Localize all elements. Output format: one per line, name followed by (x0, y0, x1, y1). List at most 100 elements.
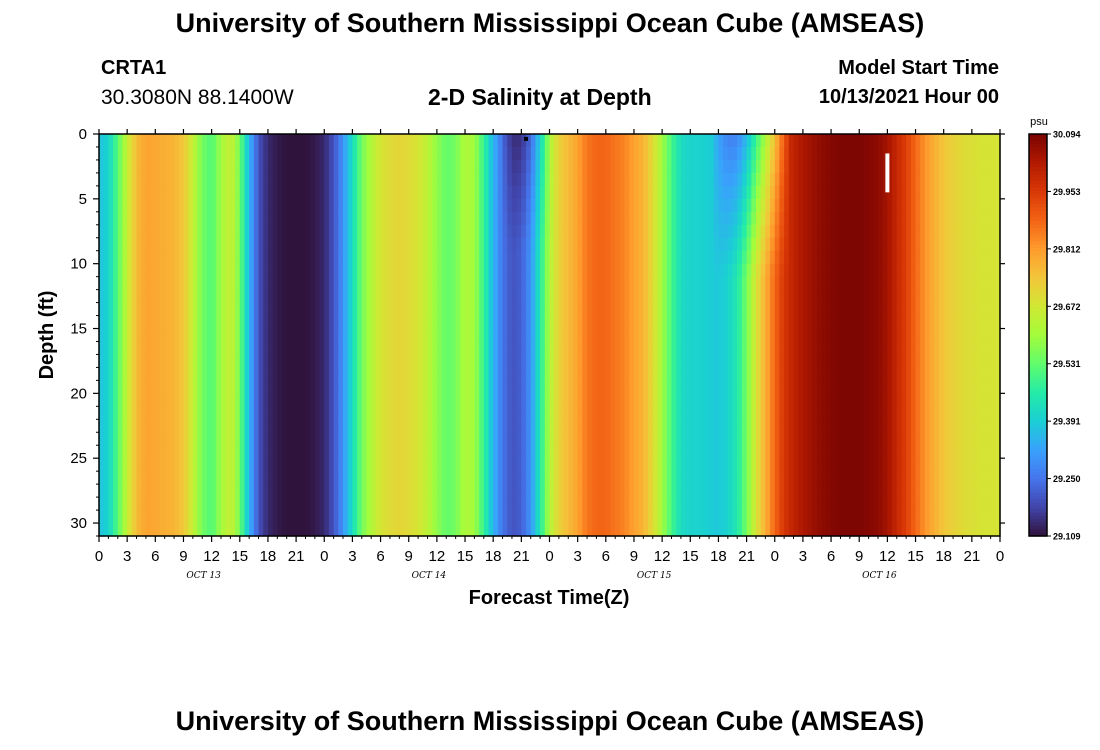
heatmap-cell (507, 445, 513, 459)
heatmap-cell (779, 237, 785, 252)
heatmap-cell (188, 198, 194, 213)
heatmap-cell (150, 302, 156, 317)
heatmap-cell (197, 406, 203, 420)
heatmap-cell (535, 419, 541, 433)
heatmap-cell (418, 367, 424, 381)
heatmap-cell (230, 406, 236, 420)
heatmap-cell (117, 289, 124, 304)
heatmap-cell (793, 315, 799, 330)
heatmap-cell (737, 419, 743, 433)
heatmap-cell (169, 250, 175, 265)
heatmap-cell (554, 134, 560, 148)
heatmap-cell (131, 380, 138, 394)
heatmap-cell (328, 315, 335, 330)
heatmap-cell (633, 367, 640, 381)
heatmap-cell (671, 458, 677, 472)
heatmap-cell (221, 432, 227, 446)
heatmap-cell (718, 211, 724, 226)
heatmap-cell (694, 406, 701, 420)
heatmap-cell (427, 172, 433, 187)
heatmap-cell (404, 471, 410, 485)
heatmap-cell (300, 367, 307, 381)
heatmap-cell (793, 289, 799, 304)
heatmap-cell (164, 315, 170, 330)
heatmap-cell (662, 276, 668, 291)
heatmap-cell (770, 185, 776, 200)
heatmap-cell (840, 341, 846, 356)
heatmap-cell (765, 328, 771, 343)
heatmap-cell (521, 406, 527, 420)
heatmap-cell (244, 328, 250, 343)
heatmap-cell (568, 237, 574, 252)
heatmap-cell (802, 328, 809, 343)
heatmap-cell (666, 484, 673, 498)
heatmap-cell (192, 419, 199, 433)
heatmap-cell (282, 237, 288, 252)
heatmap-cell (807, 497, 813, 511)
heatmap-cell (530, 224, 537, 239)
heatmap-cell (178, 146, 185, 161)
heatmap-cell (136, 458, 142, 472)
heatmap-cell (770, 224, 776, 239)
heatmap-cell (99, 276, 105, 291)
heatmap-cell (178, 159, 185, 174)
heatmap-cell (385, 159, 391, 174)
heatmap-cell (277, 159, 283, 174)
heatmap-cell (422, 276, 429, 291)
heatmap-cell (568, 159, 574, 174)
heatmap-cell (666, 237, 673, 252)
heatmap-cell (746, 315, 752, 330)
heatmap-cell (127, 224, 133, 239)
heatmap-cell (408, 315, 415, 330)
heatmap-cell (235, 419, 241, 433)
heatmap-cell (300, 380, 307, 394)
heatmap-cell (502, 185, 508, 200)
heatmap-cell (493, 328, 499, 343)
heatmap-cell (244, 276, 250, 291)
heatmap-cell (849, 146, 856, 161)
heatmap-cell (399, 458, 405, 472)
heatmap-cell (113, 432, 119, 446)
heatmap-cell (310, 406, 316, 420)
heatmap-cell (638, 445, 644, 459)
heatmap-cell (540, 211, 546, 226)
heatmap-cell (685, 134, 691, 148)
heatmap-cell (103, 341, 109, 356)
heatmap-cell (108, 341, 114, 356)
heatmap-cell (652, 198, 659, 213)
heatmap-cell (540, 185, 546, 200)
heatmap-cell (582, 328, 588, 343)
heatmap-cell (549, 419, 555, 433)
heatmap-cell (267, 198, 274, 213)
heatmap-cell (666, 224, 673, 239)
heatmap-cell (680, 276, 687, 291)
heatmap-cell (479, 497, 485, 511)
heatmap-cell (690, 497, 696, 511)
heatmap-cell (582, 263, 588, 278)
heatmap-cell (563, 484, 569, 498)
heatmap-cell (127, 380, 133, 394)
heatmap-cell (615, 380, 621, 394)
heatmap-cell (765, 341, 771, 356)
heatmap-cell (568, 315, 574, 330)
heatmap-cell (310, 328, 316, 343)
heatmap-cell (591, 315, 598, 330)
heatmap-cell (169, 134, 175, 148)
heatmap-cell (258, 159, 264, 174)
heatmap-cell (441, 134, 447, 148)
heatmap-cell (469, 276, 476, 291)
heatmap-cell (694, 315, 701, 330)
heatmap-cell (648, 393, 654, 407)
heatmap-cell (282, 484, 288, 498)
heatmap-cell (465, 471, 471, 485)
heatmap-cell (333, 237, 339, 252)
heatmap-cell (558, 445, 565, 459)
heatmap-cell (441, 432, 447, 446)
heatmap-cell (422, 471, 429, 485)
heatmap-cell (755, 224, 762, 239)
heatmap-cell (690, 237, 696, 252)
heatmap-cell (577, 341, 583, 356)
heatmap-cell (160, 250, 166, 265)
heatmap-cell (554, 263, 560, 278)
heatmap-cell (385, 263, 391, 278)
